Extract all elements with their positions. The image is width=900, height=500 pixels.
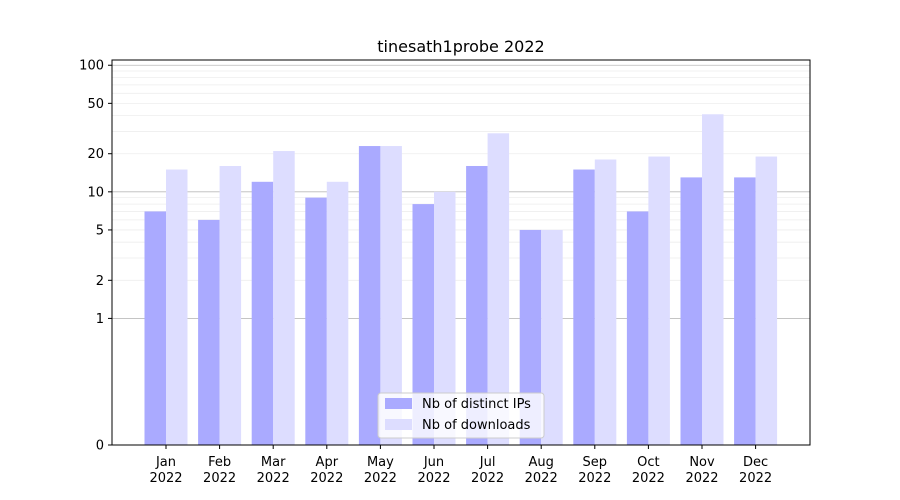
y-tick-label: 2	[96, 274, 104, 289]
bar-downloads	[594, 159, 617, 445]
bars	[144, 114, 778, 446]
bar-downloads	[166, 169, 188, 445]
x-tick-label: Dec 2022	[739, 455, 772, 486]
bar-distinct-ips	[358, 146, 381, 445]
bar-downloads	[541, 229, 563, 445]
x-tick-label: May 2022	[364, 455, 397, 486]
y-tick-label: 5	[96, 223, 104, 238]
chart-title: tinesath1probe 2022	[377, 37, 544, 56]
y-tick-label: 100	[79, 59, 104, 74]
y-tick-label: 10	[87, 185, 104, 200]
bar-distinct-ips	[573, 169, 595, 445]
bar-downloads	[326, 181, 349, 445]
bar-downloads	[380, 146, 402, 445]
bar-downloads	[219, 165, 242, 446]
bar-distinct-ips	[734, 177, 756, 446]
bar-distinct-ips	[144, 211, 166, 445]
x-tick-label: Jan 2022	[149, 455, 182, 486]
y-tick-label: 20	[87, 147, 104, 162]
bar-downloads	[434, 191, 456, 445]
x-tick-label: Nov 2022	[685, 455, 718, 486]
x-tick-label: Jul 2022	[471, 455, 504, 486]
bar-distinct-ips	[519, 229, 542, 445]
x-tick-label: Sep 2022	[578, 455, 611, 486]
bar-distinct-ips	[251, 181, 274, 445]
bar-downloads	[273, 151, 295, 445]
x-tick-label: Jun 2022	[417, 455, 450, 486]
y-tick-label: 50	[87, 97, 104, 112]
bar-downloads	[702, 114, 724, 445]
x-tick-label: Mar 2022	[257, 455, 290, 486]
bar-downloads	[487, 133, 510, 445]
x-tick-label: Aug 2022	[525, 455, 558, 486]
legend-swatch-downloads	[385, 419, 412, 430]
legend-label-downloads: Nb of downloads	[422, 418, 531, 433]
x-tick-label: Feb 2022	[203, 455, 236, 486]
legend: Nb of distinct IPs Nb of downloads	[377, 392, 545, 439]
y-tick-label: 0	[96, 439, 104, 454]
bar-distinct-ips	[305, 197, 327, 445]
x-axis: Jan 2022 Feb 2022 Mar 2022 Apr 2022 May 2022 Jun 20…	[149, 445, 772, 486]
legend-box	[377, 392, 545, 439]
bar-distinct-ips	[680, 177, 702, 446]
plot-frame	[111, 59, 811, 446]
bar-distinct-ips	[466, 165, 488, 446]
y-tick-label: 1	[96, 312, 104, 327]
x-tick-label: Oct 2022	[632, 455, 665, 486]
bar-distinct-ips	[626, 211, 649, 445]
bar-distinct-ips	[198, 219, 220, 445]
legend-swatch-ips	[385, 398, 412, 409]
y-axis: 0 1 2 5 10 20 50 100	[79, 59, 112, 454]
legend-label-ips: Nb of distinct IPs	[422, 397, 531, 412]
bar-downloads	[648, 156, 670, 446]
bar-distinct-ips	[412, 204, 434, 445]
bar-downloads	[755, 156, 778, 446]
x-tick-label: Apr 2022	[310, 455, 343, 486]
